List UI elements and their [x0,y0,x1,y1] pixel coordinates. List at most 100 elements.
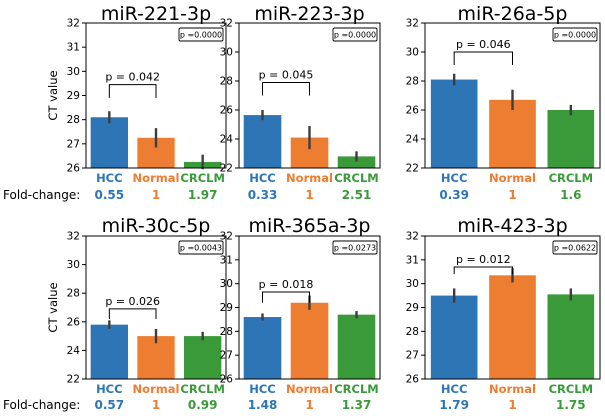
category-label: CRCLM [180,171,225,185]
fold-change-value: 1 [508,398,516,412]
chart-panel-4: miR-30c-5p HCC 0.57 Normal 1 CRCLM 0.99 22 24 26 2… [46,215,227,412]
fold-change-value: 1.37 [342,398,372,412]
category-label: CRCLM [549,171,594,185]
significance-label: p = 0.046 [456,38,511,51]
fold-change-value: 0.39 [439,188,469,202]
y-tick-label: 22 [220,163,233,175]
y-tick-label: 31 [220,254,233,266]
category-label: Normal [286,171,333,185]
y-tick-label: 32 [67,231,80,243]
category-label: Normal [489,382,536,396]
fold-change-value: 1 [305,188,313,202]
y-tick-label: 29 [220,302,233,314]
bar-crclm [184,336,222,379]
chart-title: miR-423-3p [457,215,567,237]
y-tick-label: 28 [406,76,419,88]
p-value-text: p =0.0622 [554,244,596,253]
bar-hcc [243,115,282,168]
y-tick-label: 32 [220,18,233,30]
category-label: CRCLM [334,382,379,396]
fold-change-value: 2.51 [342,188,372,202]
bar-normal [290,302,329,379]
category-label: HCC [249,382,276,396]
chart-title: miR-221-3p [101,3,211,25]
fold-change-value: 0.99 [188,398,218,412]
chart-title: miR-365a-3p [249,215,371,237]
chart-panel-5: miR-365a-3p HCC 1.48 Normal 1 CRCLM 1.37 26 27 28… [220,215,381,412]
chart-panel-2: miR-223-3p HCC 0.33 Normal 1 CRCLM 2.51 22 24 26 2… [220,3,381,202]
y-tick-label: 30 [220,47,233,59]
y-tick-label: 31 [67,42,80,54]
significance-bracket [108,84,157,98]
bar-crclm [337,314,376,379]
chart-panel-3: miR-26a-5p HCC 0.39 Normal 1 CRCLM 1.6 22 24 26 28… [406,3,601,202]
y-tick-label: 30 [406,278,419,290]
fold-change-value: 1 [305,398,313,412]
y-tick-label: 28 [220,76,233,88]
chart-panel-6: miR-423-3p HCC 1.79 Normal 1 CRCLM 1.75 26 27 28 2… [406,215,601,412]
y-tick-label: 28 [406,326,419,338]
plot-frame [238,22,381,169]
plot-frame [424,22,601,169]
fold-change-value: 0.33 [248,188,278,202]
significance-label: p = 0.018 [259,278,314,291]
y-tick-label: 22 [67,374,80,386]
y-tick-label: 26 [67,316,81,328]
y-tick-label: 27 [67,138,80,150]
y-tick-label: 32 [406,18,419,30]
y-tick-label: 28 [67,288,80,300]
significance-label: p = 0.026 [105,295,160,308]
y-tick-label: 30 [67,66,80,78]
significance-bracket [262,81,310,96]
y-tick-label: 28 [67,114,80,126]
significance-bracket [453,51,513,66]
significance-label: p = 0.045 [259,68,314,81]
y-tick-label: 24 [406,134,420,146]
fold-change-value: 1 [152,398,160,412]
p-value-text: p =0.0273 [334,244,376,253]
bar-hcc [430,295,478,379]
bar-crclm [337,156,376,168]
fold-change-value: 1 [152,188,160,202]
chart-panel-1: miR-221-3p HCC 0.55 Normal 1 CRCLM 1.97 26 27 28 2… [46,3,227,202]
category-label: HCC [441,171,468,185]
chart-title: miR-26a-5p [458,3,568,25]
category-label: Normal [489,171,536,185]
fold-change-row-label: Fold-change: [3,188,80,202]
significance-label: p = 0.042 [105,71,160,84]
y-tick-label: 30 [220,278,233,290]
bar-crclm [547,294,595,379]
y-tick-label: 31 [406,254,419,266]
y-tick-label: 30 [406,47,419,59]
y-axis-label: CT value [46,282,60,332]
y-tick-label: 27 [406,350,419,362]
y-tick-label: 29 [67,90,80,102]
fold-change-value: 0.55 [95,188,125,202]
y-axis-label: CT value [46,70,60,120]
p-value-text: p =0.0043 [180,244,222,253]
p-value-box [178,27,224,42]
fold-change-value: 1.75 [556,398,586,412]
p-value-box [332,27,378,42]
p-value-text: p =0.0000 [180,31,222,40]
category-label: Normal [286,382,333,396]
category-label: HCC [96,382,123,396]
y-tick-label: 26 [67,163,81,175]
category-label: Normal [133,382,180,396]
bar-normal [489,99,536,168]
y-tick-label: 27 [220,350,233,362]
y-tick-label: 32 [220,231,233,243]
p-value-text: p =0.0000 [334,31,376,40]
p-value-box [552,240,598,255]
bar-hcc [430,79,478,168]
category-label: Normal [133,171,180,185]
y-tick-label: 26 [406,374,420,386]
significance-bracket [108,308,157,319]
y-tick-label: 24 [67,345,81,357]
fold-change-value: 1.97 [188,188,218,202]
chart-title: miR-30c-5p [102,215,211,237]
fold-change-value: 0.57 [95,398,125,412]
fold-change-value: 1.79 [439,398,469,412]
significance-bracket [262,291,310,303]
